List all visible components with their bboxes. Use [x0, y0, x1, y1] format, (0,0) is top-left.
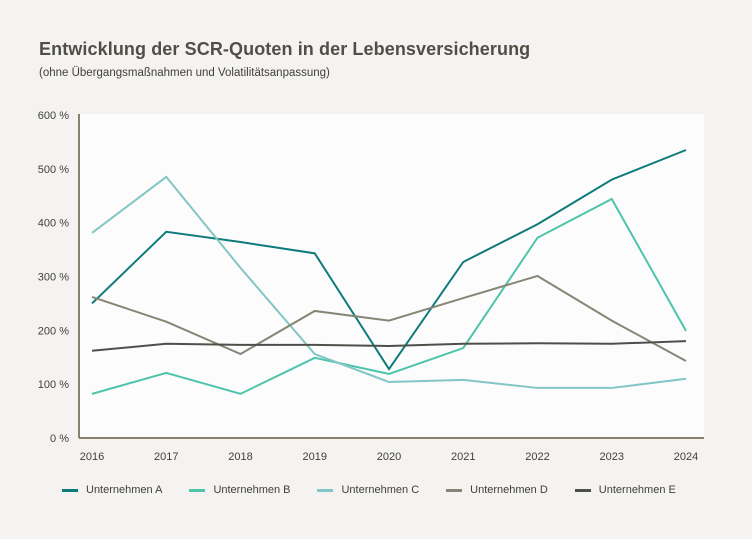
legend-label: Unternehmen A — [86, 484, 163, 496]
series-line-unternehmen-d — [91, 274, 687, 362]
legend-label: Unternehmen B — [213, 484, 291, 496]
y-tick-label: 200 % — [38, 325, 69, 337]
legend-item: Unternehmen E — [574, 484, 676, 496]
series-line-unternehmen-a — [91, 149, 687, 371]
legend-label: Unternehmen E — [598, 484, 676, 496]
legend-item: Unternehmen C — [317, 484, 419, 496]
series-line-unternehmen-c — [91, 175, 687, 389]
legend-swatch — [317, 488, 334, 492]
y-tick-label: 400 % — [38, 218, 69, 230]
y-tick-label: 300 % — [38, 272, 69, 284]
legend-item: Unternehmen A — [62, 484, 162, 496]
x-tick-label: 2020 — [377, 451, 401, 463]
x-tick-label: 2018 — [228, 451, 252, 463]
x-tick-label: 2019 — [303, 451, 327, 463]
y-tick-label: 500 % — [38, 164, 69, 176]
series-line-unternehmen-b — [91, 197, 687, 395]
x-tick-label: 2016 — [80, 451, 104, 463]
x-tick-label: 2023 — [600, 451, 624, 463]
chart-subtitle: (ohne Übergangsmaßnahmen und Volatilität… — [39, 67, 330, 79]
y-tick-label: 600 % — [38, 110, 69, 122]
x-tick-label: 2021 — [451, 451, 475, 463]
x-tick-label: 2024 — [674, 451, 698, 463]
legend: Unternehmen A Unternehmen B Unternehmen C U… — [62, 484, 722, 496]
y-tick-label: 100 % — [38, 379, 69, 391]
chart-title: Entwicklung der SCR-Quoten in der Lebens… — [39, 39, 531, 59]
x-tick-label: 2017 — [154, 451, 178, 463]
legend-item: Unternehmen B — [189, 484, 290, 496]
legend-swatch — [189, 488, 206, 492]
legend-label: Unternehmen D — [470, 484, 548, 496]
y-tick-label: 0 % — [50, 433, 69, 445]
plot-area — [79, 114, 704, 438]
legend-swatch — [446, 488, 463, 492]
series-line-unternehmen-e — [91, 340, 687, 352]
legend-label: Unternehmen C — [341, 484, 420, 496]
legend-item: Unternehmen D — [446, 484, 548, 496]
legend-swatch — [62, 488, 78, 492]
legend-swatch — [574, 488, 591, 492]
x-tick-label: 2022 — [525, 451, 549, 463]
